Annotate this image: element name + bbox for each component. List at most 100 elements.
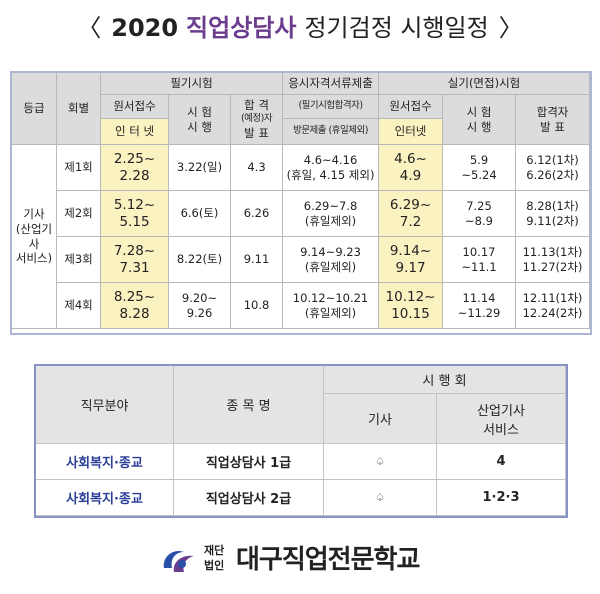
header-written-pass-line3: 발 표 [244, 125, 269, 140]
header-practical-pass: 합격자 발 표 [515, 94, 591, 145]
value-line: 9.17 [395, 259, 426, 276]
header-practical-internet: 인터넷 [378, 118, 444, 145]
value-line: (휴일, 4.15 제외) [286, 167, 375, 182]
header-application: 원서접수 [100, 94, 169, 119]
jobs-row: 사회복지·종교 직업상담사 2급 ♤ 1·2·3 [35, 479, 566, 516]
schedule-row: 제3회 7.28~ 7.31 8.22(토) 9.11 9.14~9.23 (휴… [12, 236, 591, 283]
value-line: 11.14 [462, 290, 496, 305]
schedule-row: 제2회 5.12~ 5.15 6.6(토) 6.26 6.29~7.8 (휴일제… [12, 190, 591, 237]
value-line: ~8.9 [465, 213, 493, 228]
value-line: 3.22(일) [176, 160, 223, 175]
grade-cell: 기사 (산업기사 서비스) [11, 144, 57, 329]
written-application-cell: 2.25~ 2.28 [100, 144, 169, 191]
school-logo: 재단 법인 대구직업전문학교 [160, 540, 460, 580]
value-line: 8.22(토) [176, 252, 223, 267]
header-job-industrial-line1: 산업기사 [477, 403, 525, 419]
round-cell: 제1회 [56, 144, 101, 191]
job-field-cell: 사회복지·종교 [35, 443, 174, 480]
header-practical: 실기(면접)시험 [378, 72, 591, 95]
written-exam-cell: 9.20~ 9.26 [168, 282, 231, 329]
value-line: 11.27(2차) [522, 259, 583, 274]
value-line: (휴일제외) [304, 259, 357, 274]
jobs-row: 사회복지·종교 직업상담사 1급 ♤ 4 [35, 443, 566, 480]
value-line: 5.9 [469, 152, 489, 167]
value-line: 6.29~ [389, 196, 432, 213]
title-accent: 직업상담사 [186, 14, 297, 42]
practical-pass-cell: 11.13(1차) 11.27(2차) [515, 236, 591, 283]
round-cell: 제4회 [56, 282, 101, 329]
value-line: (휴일제외) [304, 213, 357, 228]
header-practical-exam: 시 험 시 행 [442, 94, 517, 145]
value-line: 8.25~ [113, 288, 156, 305]
written-exam-cell: 3.22(일) [168, 144, 231, 191]
value-line: 9.11(2차) [526, 213, 579, 228]
value-line: 7.28~ [113, 242, 156, 259]
value-line: 12.24(2차) [522, 305, 583, 320]
practical-pass-cell: 8.28(1차) 9.11(2차) [515, 190, 591, 237]
value-line: ~11.29 [457, 305, 501, 320]
value-line: 7.2 [399, 213, 422, 230]
header-internet: 인 터 넷 [100, 118, 169, 145]
header-written-pass-line2: (예정)자 [240, 113, 273, 125]
job-industrial-cell: 1·2·3 [436, 479, 566, 516]
docs-cell: 6.29~7.8 (휴일제외) [282, 190, 380, 237]
value-line: 10.12~10.21 [292, 290, 369, 305]
header-practical-pass-line2: 발 표 [540, 119, 565, 134]
written-exam-cell: 8.22(토) [168, 236, 231, 283]
header-docs-sub: (필기시험합격자) [282, 94, 380, 119]
header-written-exam-line1: 시 험 [187, 104, 212, 119]
header-grade: 등급 [11, 72, 57, 145]
header-job-industrial: 산업기사 서비스 [436, 393, 566, 444]
logo-small-line1: 재단 [204, 544, 225, 557]
schedule-row: 기사 (산업기사 서비스) 제1회 2.25~ 2.28 3.22(일) 4.3… [11, 144, 591, 329]
grade-line: 기사 [23, 206, 45, 221]
header-docs-line1: 응시자격서류제출 [288, 76, 373, 91]
header-written-exam: 시 험 시 행 [168, 94, 231, 145]
header-written-pass-line1: 합 격 [244, 98, 269, 113]
practical-pass-cell: 6.12(1차) 6.26(2차) [515, 144, 591, 191]
value-line: 9.14~9.23 [300, 244, 361, 259]
written-pass-cell: 4.3 [229, 144, 284, 191]
header-written: 필기시험 [99, 72, 284, 95]
value-line: ~11.1 [461, 259, 497, 274]
header-round: 회별 [56, 72, 101, 145]
header-practical-application: 원서접수 [378, 94, 444, 119]
value-line: 5.12~ [113, 196, 156, 213]
title-open-bracket: 〈 [77, 14, 102, 42]
practical-application-cell: 9.14~ 9.17 [378, 236, 444, 283]
written-pass-cell: 10.8 [229, 282, 284, 329]
header-job-engineer: 기사 [323, 393, 437, 444]
written-exam-cell: 6.6(토) [168, 190, 231, 237]
practical-exam-cell: 10.17 ~11.1 [442, 236, 517, 283]
school-emblem-icon [163, 550, 194, 572]
header-written-pass: 합 격 (예정)자 발 표 [229, 94, 284, 145]
title-rest: 정기검정 시행일정 [304, 14, 489, 42]
value-line: 10.17 [462, 244, 496, 259]
practical-exam-cell: 5.9 ~5.24 [442, 144, 517, 191]
header-practical-exam-line1: 시 험 [466, 104, 492, 119]
header-docs: 응시자격서류제출 [282, 72, 380, 95]
written-pass-cell: 9.11 [229, 236, 284, 283]
docs-cell: 4.6~4.16 (휴일, 4.15 제외) [282, 144, 380, 191]
title-close-bracket: 〉 [498, 14, 523, 42]
header-written-exam-line2: 시 행 [187, 119, 212, 134]
grade-line: 서비스) [15, 251, 53, 266]
school-name: 대구직업전문학교 [236, 545, 420, 575]
value-line: 2.28 [119, 167, 150, 184]
grade-line: (산업기사 [15, 221, 53, 251]
header-job-item: 종 목 명 [173, 365, 324, 444]
value-line: 10.15 [391, 305, 430, 322]
practical-exam-cell: 11.14 ~11.29 [442, 282, 517, 329]
job-industrial-cell: 4 [436, 443, 566, 480]
value-line: 4.9 [399, 167, 422, 184]
value-line: 11.13(1차) [522, 244, 583, 259]
practical-application-cell: 6.29~ 7.2 [378, 190, 444, 237]
job-engineer-cell: ♤ [323, 443, 437, 480]
value-line: (휴일제외) [304, 305, 357, 320]
value-line: 12.11(1차) [522, 290, 583, 305]
job-engineer-cell: ♤ [323, 479, 437, 516]
header-practical-exam-line2: 시 행 [466, 119, 492, 134]
header-docs-visit: 방문제출 (휴일제외) [282, 118, 380, 145]
value-line: 5.15 [119, 213, 150, 230]
practical-application-cell: 4.6~ 4.9 [378, 144, 444, 191]
